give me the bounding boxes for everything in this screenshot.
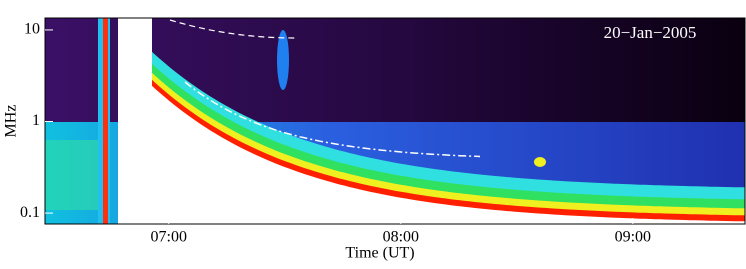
strip — [103, 18, 108, 224]
fit-line — [169, 19, 296, 39]
y-tick-label: 10 — [24, 21, 40, 38]
blob — [277, 30, 289, 90]
spectrogram — [45, 18, 745, 224]
burst — [150, 50, 745, 224]
y-axis-label: MHz — [3, 105, 20, 138]
x-axis-label: Time (UT) — [345, 245, 414, 262]
x-tick-label: 07:00 — [151, 229, 187, 246]
patch — [45, 140, 105, 210]
burst-layer — [150, 84, 745, 224]
y-tick-label: 1 — [32, 112, 40, 129]
y-tick-label: 0.1 — [20, 204, 40, 221]
burst-core — [118, 18, 152, 224]
chart-title: 20−Jan−2005 — [604, 23, 697, 42]
fit-line — [184, 81, 481, 158]
blob — [534, 157, 546, 167]
x-tick-label: 09:00 — [615, 229, 651, 246]
frame — [44, 17, 746, 225]
x-tick-label: 08:00 — [383, 229, 419, 246]
